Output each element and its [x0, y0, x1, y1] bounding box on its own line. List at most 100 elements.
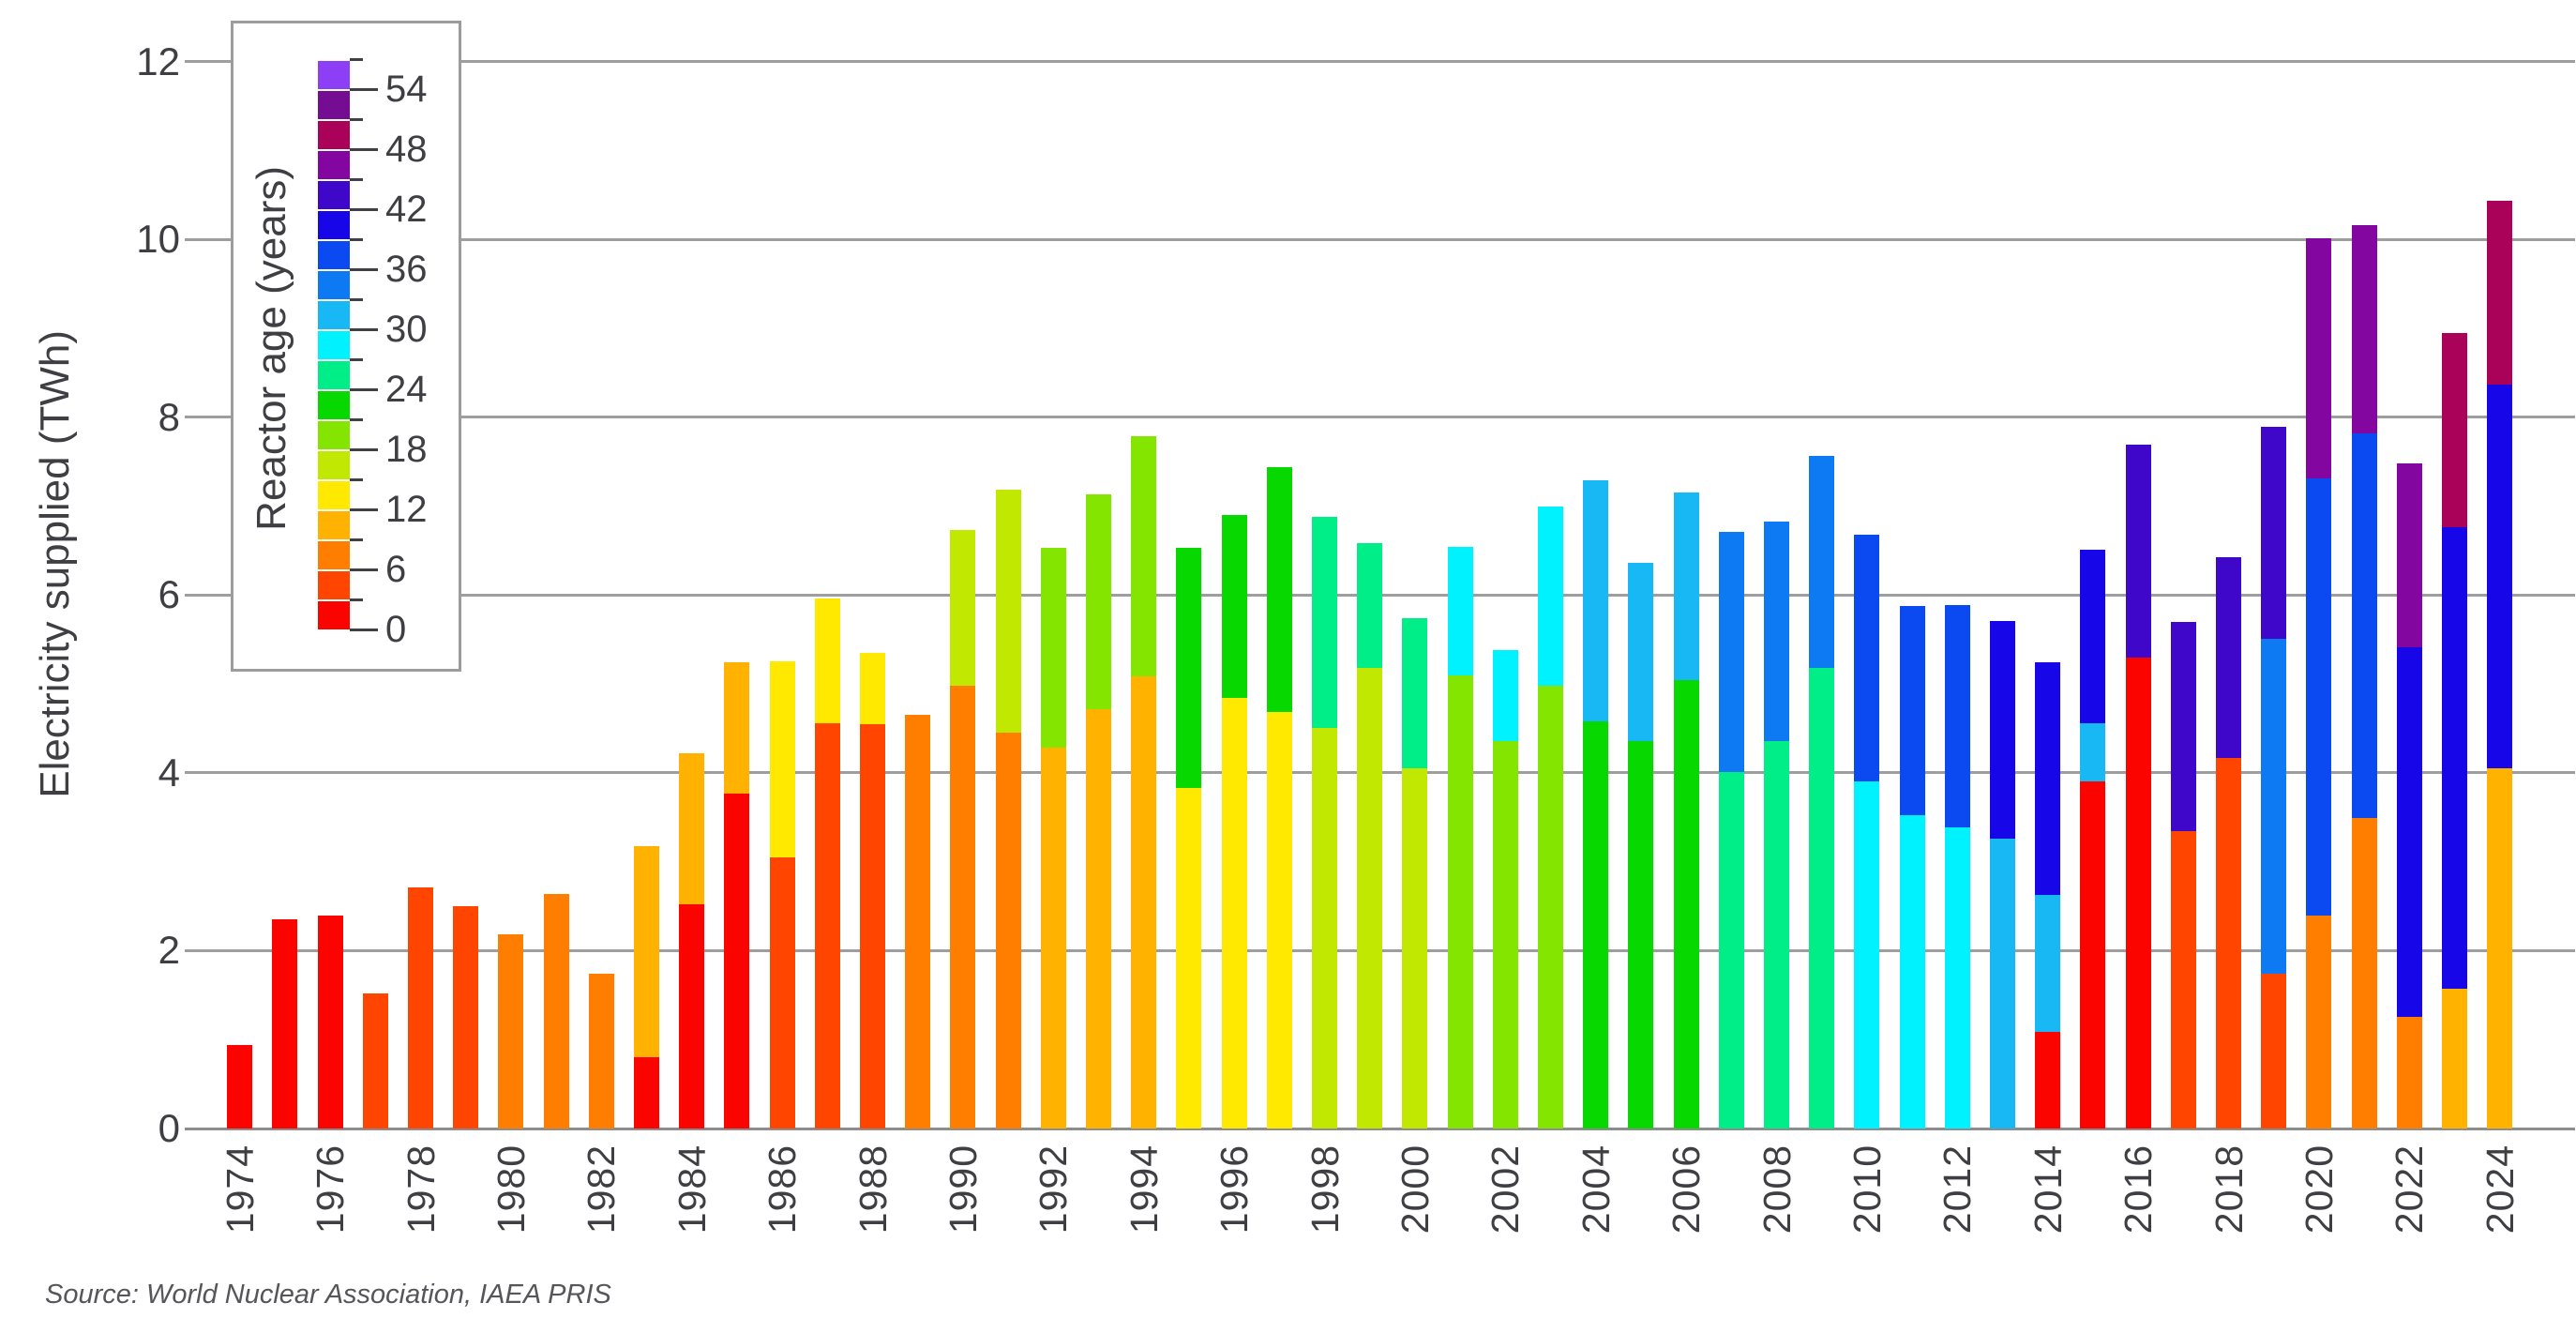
bar-2003-segment-age-27-29	[1538, 506, 1563, 686]
bar-2013-segment-age-30-32	[1990, 839, 2015, 1129]
bar-2018-segment-age-3-5	[2216, 757, 2241, 1129]
x-tick-label-2002: 2002	[1484, 1144, 1528, 1235]
bar-1976-segment-age-0-2	[317, 915, 343, 1129]
bar-1980-segment-age-6-8	[498, 934, 524, 1129]
bar-2021-segment-age-36-38	[2351, 432, 2377, 819]
bar-2011-segment-age-36-38	[1899, 605, 1925, 816]
bar-2022-segment-age-39-41	[2396, 647, 2422, 1017]
bar-2021-segment-age-6-8	[2351, 818, 2377, 1129]
gridline-12	[185, 60, 2575, 64]
x-tick-label-2022: 2022	[2388, 1144, 2432, 1235]
bar-2000-segment-age-15-17	[1402, 768, 1428, 1129]
bar-2012-segment-age-27-29	[1944, 826, 1970, 1129]
bar-2012-segment-age-36-38	[1944, 604, 1970, 827]
bar-2023-segment-age-39-41	[2442, 527, 2467, 990]
bar-2002-segment-age-27-29	[1492, 650, 1518, 741]
bar-2003-segment-age-18-20	[1538, 685, 1563, 1129]
legend-patch-age-18-20	[318, 421, 350, 449]
legend-tick-48	[350, 147, 378, 151]
legend-tick-51	[350, 117, 363, 121]
bar-2016-segment-age-42-44	[2125, 445, 2151, 658]
legend-patch-age-48-50	[318, 121, 350, 149]
y-tick-label-0: 0	[158, 1106, 180, 1150]
legend-tick-label-54: 54	[385, 68, 428, 110]
bar-2009-segment-age-33-35	[1809, 456, 1835, 669]
legend-tick-label-42: 42	[385, 189, 428, 230]
bar-1991-segment-age-6-8	[995, 733, 1021, 1129]
bar-2023-segment-age-9-11	[2442, 989, 2467, 1129]
bar-1990-segment-age-6-8	[950, 685, 976, 1129]
x-tick-label-2018: 2018	[2207, 1144, 2251, 1235]
legend-tick-39	[350, 237, 363, 241]
legend-patch-age-24-26	[318, 361, 350, 389]
legend-tick-45	[350, 177, 363, 181]
x-tick-label-1988: 1988	[851, 1144, 895, 1235]
bar-2005-segment-age-21-23	[1628, 740, 1654, 1129]
legend-tick-42	[350, 207, 378, 211]
bar-1987-segment-age-12-14	[814, 598, 840, 723]
legend-tick-label-24: 24	[385, 369, 428, 410]
bar-1983-segment-age-9-11	[634, 845, 659, 1058]
bar-1985-segment-age-0-2	[724, 793, 750, 1129]
y-tick-label-8: 8	[158, 394, 180, 439]
bar-2001-segment-age-18-20	[1447, 674, 1473, 1129]
bar-1988-segment-age-3-5	[860, 723, 885, 1129]
bar-1994-segment-age-18-20	[1131, 435, 1157, 676]
x-tick-label-2016: 2016	[2117, 1144, 2161, 1235]
bar-2018-segment-age-42-44	[2216, 556, 2241, 758]
x-tick-label-1996: 1996	[1213, 1144, 1257, 1235]
x-tick-label-2020: 2020	[2297, 1144, 2341, 1235]
bar-2019-segment-age-3-5	[2261, 974, 2287, 1129]
legend-tick-label-48: 48	[385, 129, 428, 170]
legend-patch-age-9-11	[318, 511, 350, 539]
x-tick-label-1978: 1978	[399, 1144, 443, 1235]
bar-2020-segment-age-45-47	[2306, 238, 2332, 479]
y-tick-label-10: 10	[136, 217, 180, 262]
legend-tick-label-0: 0	[385, 609, 407, 650]
legend-tick-18	[350, 447, 378, 451]
bar-1982-segment-age-6-8	[588, 974, 614, 1129]
y-tick-label-6: 6	[158, 572, 180, 617]
bar-1995-segment-age-12-14	[1176, 787, 1202, 1129]
bar-2020-segment-age-6-8	[2306, 915, 2332, 1129]
bar-2001-segment-age-27-29	[1447, 547, 1473, 675]
legend-title: Reactor age (years)	[249, 166, 294, 531]
bar-2005-segment-age-30-32	[1628, 563, 1654, 741]
bar-1993-segment-age-18-20	[1086, 494, 1111, 709]
bar-1983-segment-age-0-2	[634, 1057, 659, 1129]
x-tick-label-1982: 1982	[580, 1144, 624, 1235]
legend-tick-9	[350, 538, 363, 541]
legend-tick-21	[350, 417, 363, 421]
bar-2024-segment-age-9-11	[2487, 768, 2513, 1129]
legend-patch-age-54-56	[318, 61, 350, 89]
x-tick-label-1998: 1998	[1303, 1144, 1347, 1235]
bar-2017-segment-age-42-44	[2170, 621, 2196, 832]
legend-patch-age-27-29	[318, 331, 350, 359]
bar-2014-segment-age-39-41	[2035, 662, 2061, 895]
gridline-10	[185, 237, 2575, 241]
bar-2022-segment-age-45-47	[2396, 463, 2422, 648]
legend-patch-age-12-14	[318, 481, 350, 509]
bar-1978-segment-age-3-5	[408, 887, 433, 1129]
source-attribution: Source: World Nuclear Association, IAEA …	[45, 1280, 611, 1310]
bar-1984-segment-age-0-2	[679, 904, 705, 1129]
bar-2019-segment-age-42-44	[2261, 427, 2287, 639]
bar-1981-segment-age-6-8	[543, 893, 569, 1129]
legend-tick-15	[350, 477, 363, 481]
bar-2000-segment-age-24-26	[1402, 617, 1428, 769]
bar-1987-segment-age-3-5	[814, 722, 840, 1129]
legend-patch-age-42-44	[318, 181, 350, 209]
bar-1979-segment-age-3-5	[453, 906, 479, 1129]
bar-1997-segment-age-21-23	[1266, 466, 1292, 713]
legend-box: Reactor age (years) 0 6 12 18 24 30 36 42 48 54	[231, 21, 461, 672]
x-tick-label-1980: 1980	[489, 1144, 533, 1235]
legend-tick-6	[350, 568, 378, 571]
x-tick-label-2012: 2012	[1936, 1144, 1980, 1235]
x-tick-label-1994: 1994	[1122, 1144, 1166, 1235]
bar-2010-segment-age-27-29	[1854, 781, 1880, 1129]
x-tick-label-2014: 2014	[2026, 1144, 2070, 1235]
legend-patch-age-33-35	[318, 271, 350, 299]
bar-1992-segment-age-18-20	[1040, 548, 1066, 749]
x-tick-label-2008: 2008	[1755, 1144, 1799, 1235]
bar-2015-segment-age-39-41	[2080, 549, 2106, 723]
